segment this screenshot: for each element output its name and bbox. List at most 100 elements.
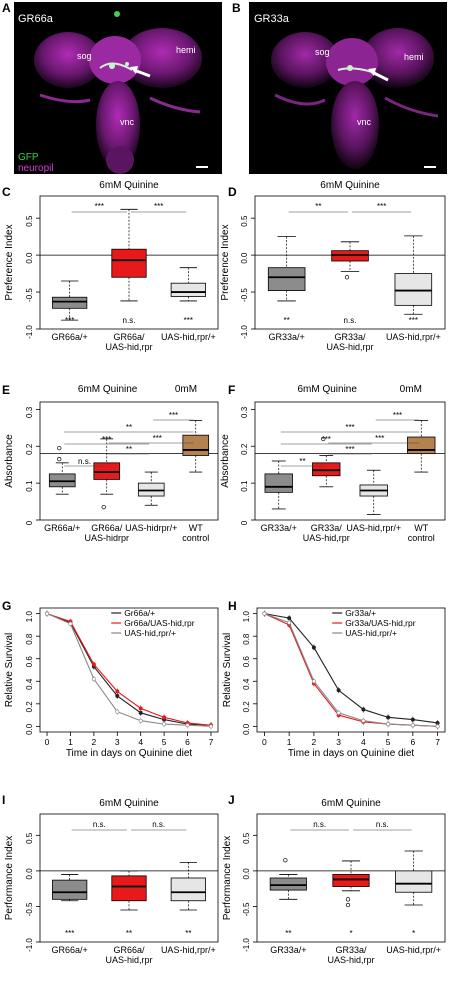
legend-gfp: GFP — [18, 152, 39, 163]
y-tick-label: 0.6 — [25, 656, 34, 668]
significance-label: * — [412, 929, 415, 938]
y-axis-label: Absorbance — [4, 434, 15, 488]
significance-label: ** — [126, 929, 132, 938]
data-point — [162, 715, 167, 720]
chart-title-secondary: 0mM — [400, 384, 422, 395]
y-tick-label: 0.8 — [25, 633, 34, 645]
box — [52, 296, 88, 309]
plot-frame — [256, 607, 446, 733]
panel-a: A sog hemi vnc GR66a GFP neuropil — [2, 1, 222, 174]
panel-letter: B — [232, 1, 241, 15]
significance-label: ** — [315, 202, 321, 211]
scale-bar — [196, 166, 208, 168]
box — [111, 248, 147, 278]
y-tick-label: 0.0 — [25, 723, 34, 735]
y-tick-label: 0.2 — [25, 701, 34, 713]
y-axis-label: Absorbance — [220, 434, 231, 488]
significance-label: *** — [345, 445, 354, 454]
data-point — [361, 707, 366, 712]
y-tick-label: 0.8 — [242, 633, 251, 645]
significance-label: n.s. — [123, 316, 136, 325]
significance-label: ** — [126, 445, 132, 454]
y-tick-label: -1.0 — [240, 325, 249, 339]
data-point — [361, 718, 366, 723]
x-tick-label: 3 — [115, 737, 120, 747]
significance-label: *** — [154, 202, 163, 211]
scale-bar — [424, 166, 436, 168]
data-point — [336, 710, 341, 715]
box — [111, 875, 147, 902]
y-tick-label: 0.6 — [242, 656, 251, 668]
legend-neuropil: neuropil — [18, 163, 54, 174]
x-tick-label: 6 — [185, 737, 190, 747]
data-point — [138, 718, 143, 723]
x-tick-label: 3 — [336, 737, 341, 747]
y-axis-label: Performance Index — [4, 836, 15, 921]
outlier-point — [344, 275, 350, 280]
outlier-point — [57, 445, 62, 451]
significance-label: * — [349, 929, 352, 938]
y-tick-label: 0.5 — [242, 832, 251, 844]
x-tick-label: 2 — [312, 737, 317, 747]
y-tick-label: 0.0 — [25, 252, 34, 264]
y-tick-label: 0.1 — [240, 480, 249, 492]
chart-title: 6mM Quinine — [321, 798, 381, 809]
series-line — [46, 613, 212, 726]
y-tick-label: 0 — [240, 520, 249, 525]
y-tick-label: 0.4 — [242, 678, 251, 690]
y-tick-label: 0.4 — [25, 678, 34, 690]
arrow-head-icon — [130, 66, 138, 74]
y-tick-label: -0.5 — [242, 902, 251, 916]
x-tick-label: 2 — [92, 737, 97, 747]
y-tick-label: 0.0 — [242, 723, 251, 735]
panel-letter: A — [2, 1, 11, 15]
data-point — [45, 611, 50, 616]
box — [267, 267, 306, 291]
y-tick-label: 0.2 — [25, 443, 34, 455]
significance-label: *** — [375, 434, 384, 443]
data-point — [115, 709, 120, 714]
plot-frame — [256, 813, 446, 943]
x-tick-label: 7 — [209, 737, 214, 747]
outlier-point — [57, 457, 62, 462]
x-category-label: WT control — [182, 523, 209, 543]
y-axis-label: Performance Index — [222, 836, 233, 921]
label-hemi: hemi — [404, 52, 424, 62]
legend-label: Gr33a/+ — [345, 608, 376, 618]
significance-label: n.s. — [93, 820, 106, 829]
chart-panel-f: F 6mM Quinine 0mM Absorbance 0.3 0.2 0.1 0 GR33a… — [220, 383, 446, 543]
chart-title: 6mM Quinine — [297, 384, 357, 395]
x-category-label: GR66a/UAS-hid,rpr — [105, 332, 152, 352]
chart-title: 6mM Quinine — [78, 384, 138, 395]
y-tick-label: 0.5 — [25, 215, 34, 227]
significance-label: *** — [393, 411, 402, 420]
label-sog: sog — [77, 51, 92, 61]
box — [312, 462, 341, 477]
x-tick-label: 4 — [138, 737, 143, 747]
box — [93, 462, 121, 480]
charts-layer: C 6mM Quinine Preference Index 0.5 0.0 -0.5 -1… — [2, 180, 446, 965]
series-line — [46, 613, 212, 727]
brain-neuropil-image — [271, 28, 439, 169]
data-point — [91, 677, 96, 682]
box — [264, 473, 293, 493]
y-tick-label: 0.3 — [25, 406, 34, 418]
x-category-label: UAS-hid,rpr/+ — [161, 332, 216, 342]
x-category-label: GR33a/+ — [269, 332, 305, 342]
data-point — [287, 616, 292, 621]
y-axis-label: Preference Index — [220, 224, 231, 300]
data-point — [410, 723, 415, 728]
significance-label: *** — [409, 316, 418, 325]
y-tick-label: 0.5 — [25, 832, 34, 844]
x-tick-label: 1 — [68, 737, 73, 747]
legend-label: UAS-hid,rpr/+ — [345, 628, 397, 638]
significance-label: *** — [169, 411, 178, 420]
y-axis-label: Relative Survival — [4, 633, 15, 707]
x-category-label: GR33a/UAS-hid,rpr — [303, 523, 350, 543]
chart-panel-j: J 6mM Quinine Performance Index 0.5 0.0 -0.5 -… — [222, 793, 446, 965]
plot-frame — [254, 195, 446, 330]
significance-label: *** — [102, 435, 111, 444]
y-tick-label: 1.0 — [242, 611, 251, 623]
y-tick-label: -0.5 — [25, 902, 34, 916]
